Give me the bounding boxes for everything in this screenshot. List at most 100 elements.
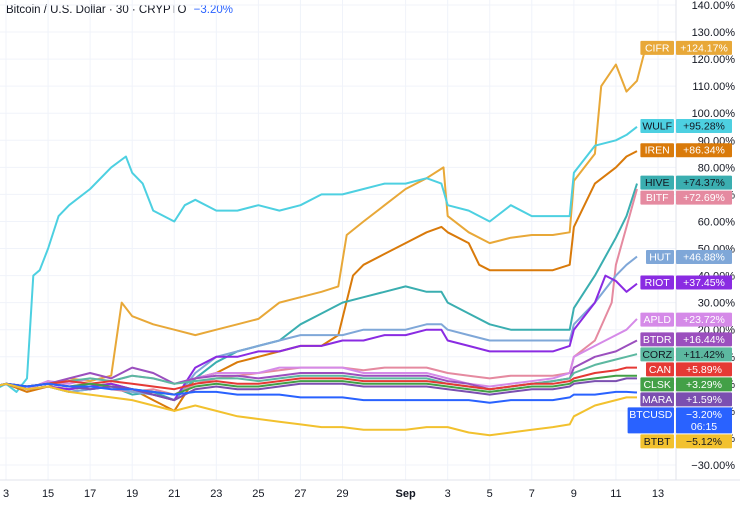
y-tick-label: 110.00% [692,81,735,93]
x-tick-label: 11 [610,488,621,500]
series-value-box [676,362,732,377]
x-tick-label: 7 [529,488,535,500]
series-name-box [627,407,674,434]
series-name: BITF [646,192,669,204]
y-tick-label: −30.00% [691,460,735,472]
series-value-box [676,40,732,55]
y-tick-label: 120.00% [692,54,736,66]
x-tick-label: 29 [336,488,348,500]
x-tick-label: 5 [487,488,493,500]
x-tick-label: 23 [210,488,222,500]
series-name-box [646,362,674,377]
series-name-box [640,143,674,158]
series-name-box [640,392,674,407]
series-value: +23.72% [683,314,725,326]
series-name: IREN [645,145,670,157]
series-line-btbt [0,382,637,437]
series-label-hive[interactable]: HIVE +74.37% [640,175,732,190]
series-value: +95.28% [683,121,725,133]
time-axis[interactable]: 3 15 17 19 21 23 25 27 29 Sep 3 5 7 9 11 13 [3,488,664,500]
series-label-bitf[interactable]: BITF +72.69% [640,190,732,205]
series-label-mara[interactable]: MARA +1.59% [640,392,732,407]
series-label-iren[interactable]: IREN +86.34% [640,143,732,158]
series-line-clsk [0,374,637,396]
y-tick-label: 30.00% [698,298,736,310]
series-name: CIFR [645,42,670,54]
series-line-cifr [0,48,647,391]
series-line-can [0,366,637,391]
series-line-btcusd [0,382,638,404]
series-value-box [676,377,732,392]
chart-header: Bitcoin / U.S. Dollar · 30 · CRYPTO −3.2… [6,4,233,16]
series-value: +124.17% [680,42,728,54]
series-value: −5.12% [686,436,722,448]
series-name: BTDR [643,334,672,346]
series-value-box [676,332,732,347]
series-value-box [676,347,732,362]
series-label-hut[interactable]: HUT +46.88% [646,249,732,264]
series-name-box [640,190,674,205]
series-name: MARA [642,394,672,406]
y-tick-label: 80.00% [698,162,736,174]
x-tick-label: 17 [84,488,96,500]
series-value-box [676,119,732,134]
series-value-box [676,143,732,158]
series-value-box [676,275,732,290]
series-line-corz [0,353,638,391]
symbol-change: −3.20% [193,4,233,16]
series-name: BTCUSD [629,409,673,421]
series-label-btdr[interactable]: BTDR +16.44% [640,332,732,347]
y-tick-label: 100.00% [692,108,736,120]
x-tick-label: 3 [445,488,451,500]
series-name: WULF [642,121,672,133]
series-label-wulf[interactable]: WULF +95.28% [640,119,732,134]
series-value: −3.20% [686,409,722,421]
series-value: +11.42% [684,349,725,361]
symbol-title: Bitcoin / U.S. Dollar · 30 · CRYPTO [6,4,187,16]
series-value: +16.44% [683,334,725,346]
series-value: +1.59% [686,394,722,406]
series-label-cifr[interactable]: CIFR +124.17% [640,40,732,55]
x-tick-label: 3 [3,488,9,500]
series-value-box [676,392,732,407]
series-name-box [640,332,674,347]
y-tick-label: 60.00% [698,216,736,228]
series-name-box [640,347,674,362]
series-name: HUT [649,251,671,263]
series-value-box [676,190,732,205]
series-label-apld[interactable]: APLD +23.72% [640,312,732,327]
series-value: +46.88% [683,251,725,263]
x-tick-label: 21 [168,488,180,500]
y-tick-label: 140.00% [692,0,736,12]
series-countdown: 06:15 [691,421,717,433]
series-name: RIOT [645,277,671,289]
x-tick-label: 27 [294,488,306,500]
series-label-corz[interactable]: CORZ +11.42% [640,347,732,362]
series-name: CLSK [643,379,670,391]
series-value-box [676,434,732,449]
y-tick-label: 130.00% [692,27,736,39]
series-value: +37.45% [683,277,725,289]
series-name-box [640,377,674,392]
x-tick-label: 13 [652,488,664,500]
series-name-box [640,119,674,134]
x-tick-label: 9 [571,488,577,500]
series-label-btcusd[interactable]: BTCUSD −3.20%06:15 [627,407,732,434]
series-lines [0,48,647,437]
series-name-box [640,312,674,327]
series-line-iren [0,150,638,412]
series-name: APLD [643,314,671,326]
series-value-box [676,175,732,190]
series-label-riot[interactable]: RIOT +37.45% [640,275,732,290]
series-label-btbt[interactable]: BTBT −5.12% [640,434,732,449]
series-name-box [640,40,674,55]
series-label-clsk[interactable]: CLSK +3.29% [640,377,732,392]
x-tick-label: 19 [126,488,138,500]
series-name-box [640,275,674,290]
series-name: HIVE [645,177,670,189]
series-label-can[interactable]: CAN +5.89% [646,362,732,377]
series-value: +5.89% [686,364,722,376]
series-labels: CIFR +124.17% WULF +95.28% IREN +86.34% HIVE +7… [627,40,732,449]
series-name: CORZ [642,349,672,361]
